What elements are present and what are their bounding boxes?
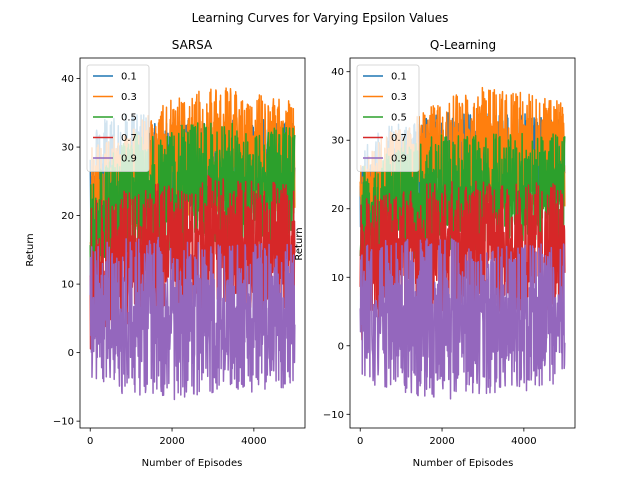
sarsa-y-tick-label: 30 — [61, 143, 74, 154]
q-learning-series-line-0.9 — [359, 238, 566, 400]
q-learning-legend-label-0.9: 0.9 — [391, 154, 407, 165]
q-learning-y-tick-label: 40 — [331, 67, 344, 78]
sarsa-legend-label-0.5: 0.5 — [121, 113, 137, 124]
q-learning-axes-frame — [349, 57, 576, 429]
sarsa-y-tick-label: −10 — [53, 417, 74, 428]
q-learning-plot-area — [359, 86, 566, 400]
q-learning-y-tick-label: −10 — [323, 410, 344, 421]
sarsa-y-tick-label: 10 — [61, 280, 74, 291]
q-learning-legend-label-0.5: 0.5 — [391, 113, 407, 124]
sarsa-x-tick-label: 4000 — [241, 436, 266, 447]
sarsa-axes-frame — [79, 57, 306, 429]
sarsa-x-tick-label: 2000 — [159, 436, 184, 447]
q-learning-x-tick-label: 2000 — [429, 436, 454, 447]
q-learning-y-tick-label: 10 — [331, 273, 344, 284]
sarsa-legend-box — [86, 64, 150, 172]
q-learning-x-tick-label: 0 — [357, 436, 363, 447]
sarsa-legend-label-0.9: 0.9 — [121, 154, 137, 165]
q-learning-y-tick-label: 30 — [331, 136, 344, 147]
sarsa-panel: SARSA Number of Episodes Return 0 2000 400… — [25, 38, 306, 469]
q-learning-y-tick-label: 0 — [338, 341, 344, 352]
sarsa-legend-label-0.7: 0.7 — [121, 133, 137, 144]
sarsa-y-tick-label: 0 — [68, 348, 74, 359]
sarsa-series-line-0.7 — [89, 174, 296, 350]
q-learning-legend-label-0.7: 0.7 — [391, 133, 407, 144]
sarsa-panel-title: SARSA — [172, 38, 213, 52]
sarsa-y-tick-label: 40 — [61, 74, 74, 85]
q-learning-panel: Q-Learning Number of Episodes Return 0 20… — [294, 38, 576, 469]
figure-suptitle: Learning Curves for Varying Epsilon Valu… — [192, 11, 449, 25]
q-learning-legend-label-0.1: 0.1 — [391, 72, 407, 83]
sarsa-legend-label-0.1: 0.1 — [121, 72, 137, 83]
sarsa-series-line-0.9 — [89, 236, 296, 401]
sarsa-x-axis-label: Number of Episodes — [142, 458, 243, 469]
q-learning-y-axis-label: Return — [294, 227, 305, 260]
q-learning-panel-title: Q-Learning — [430, 38, 496, 52]
q-learning-y-tick-label: 20 — [331, 204, 344, 215]
sarsa-x-tick-label: 0 — [87, 436, 93, 447]
q-learning-legend-box — [356, 64, 420, 172]
sarsa-y-axis-label: Return — [25, 233, 36, 266]
q-learning-x-axis-label: Number of Episodes — [413, 458, 514, 469]
q-learning-x-tick-label: 4000 — [511, 436, 536, 447]
sarsa-y-tick-label: 20 — [61, 211, 74, 222]
q-learning-legend-label-0.3: 0.3 — [391, 92, 407, 103]
sarsa-legend-label-0.3: 0.3 — [121, 92, 137, 103]
